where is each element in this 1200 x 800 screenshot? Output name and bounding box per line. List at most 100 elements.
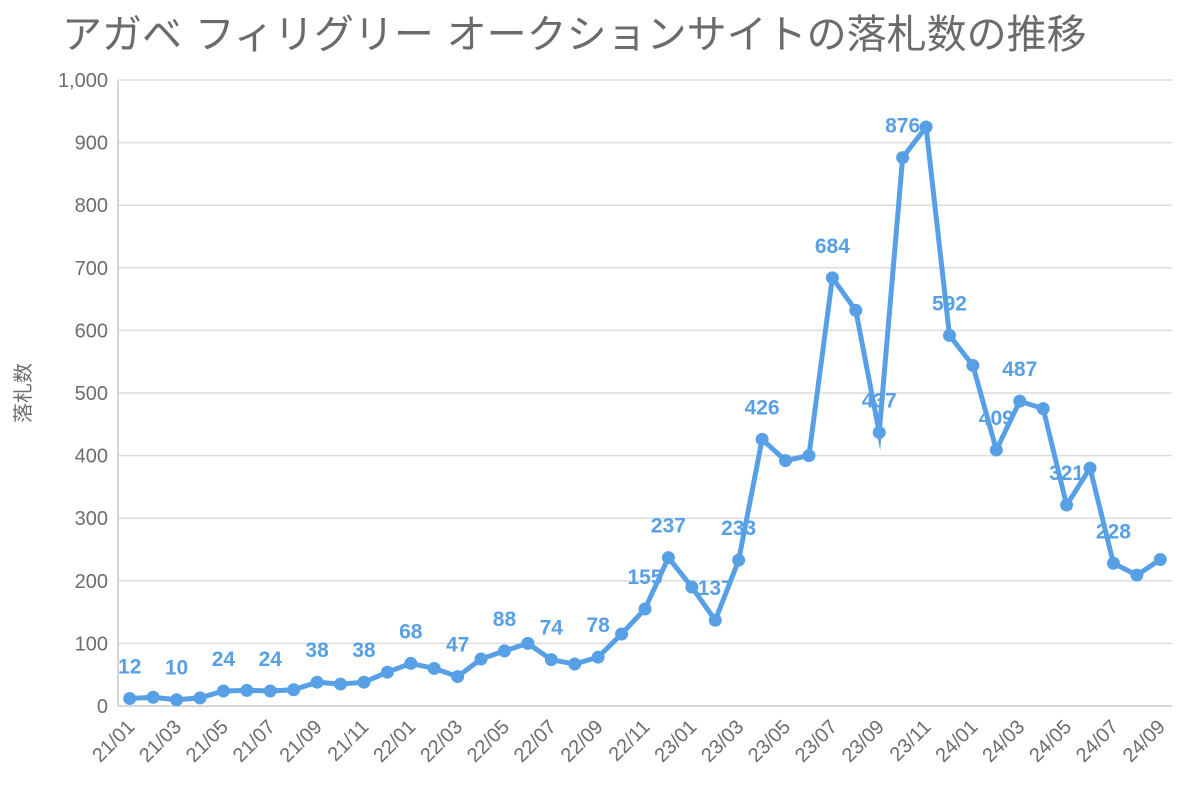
y-tick-label: 900 xyxy=(75,133,108,155)
data-point xyxy=(942,328,956,342)
x-tick-label: 21/03 xyxy=(135,716,186,767)
data-point xyxy=(380,665,394,679)
data-label: 233 xyxy=(721,517,756,540)
data-point xyxy=(146,690,160,704)
data-point xyxy=(1130,568,1144,582)
x-tick-label: 23/09 xyxy=(838,716,889,767)
data-point xyxy=(1036,402,1050,416)
data-label: 47 xyxy=(446,634,469,657)
x-tick-label: 24/07 xyxy=(1072,716,1123,767)
data-label: 12 xyxy=(118,655,141,678)
data-point xyxy=(474,652,488,666)
data-point xyxy=(310,675,324,689)
y-tick-label: 100 xyxy=(75,633,108,655)
data-point xyxy=(451,670,465,684)
x-tick-label: 21/01 xyxy=(88,716,139,767)
x-tick-label: 22/03 xyxy=(416,716,467,767)
y-tick-label: 800 xyxy=(75,195,108,217)
data-point xyxy=(638,602,652,616)
data-point xyxy=(849,303,863,317)
data-point xyxy=(966,358,980,372)
data-point xyxy=(661,551,675,565)
data-point xyxy=(825,271,839,285)
data-label: 237 xyxy=(651,515,686,538)
y-tick-label: 400 xyxy=(75,446,108,468)
data-point xyxy=(732,553,746,567)
y-tick-label: 600 xyxy=(75,320,108,342)
data-point xyxy=(544,653,558,667)
data-point xyxy=(357,675,371,689)
data-point xyxy=(193,691,207,705)
data-label: 78 xyxy=(586,614,610,637)
data-label: 876 xyxy=(885,115,920,138)
x-tick-label: 23/05 xyxy=(744,716,795,767)
data-point xyxy=(708,613,722,627)
x-tick-label: 21/07 xyxy=(229,716,280,767)
y-axis-title: 落札数 xyxy=(11,363,35,423)
data-point xyxy=(568,657,582,671)
data-label: 321 xyxy=(1049,462,1084,485)
data-labels-layer: 12 10 24 24 38 38 68 47 88 74 78 155 237 137 233 426 684… xyxy=(118,115,1131,680)
x-tick-label: 21/11 xyxy=(324,716,374,766)
data-point xyxy=(779,454,793,468)
data-point xyxy=(872,425,886,439)
data-label: 38 xyxy=(305,639,329,662)
data-point xyxy=(802,449,816,463)
data-label: 684 xyxy=(815,235,850,258)
data-point xyxy=(521,636,535,650)
data-point xyxy=(615,627,629,641)
data-point xyxy=(123,691,137,705)
y-tick-label: 200 xyxy=(75,571,108,593)
x-tick-label: 22/09 xyxy=(557,716,608,767)
data-label: 24 xyxy=(259,648,283,671)
data-point xyxy=(919,120,933,134)
data-point xyxy=(896,151,910,165)
data-point xyxy=(334,677,348,691)
data-label: 409 xyxy=(979,407,1014,430)
x-tick-label: 23/03 xyxy=(697,716,748,767)
data-label: 592 xyxy=(932,292,967,315)
x-tick-label: 22/07 xyxy=(510,716,561,767)
y-tick-label: 1,000 xyxy=(58,70,108,92)
x-tick-label: 22/11 xyxy=(605,716,655,766)
x-tick-label: 22/01 xyxy=(369,716,420,767)
data-label: 155 xyxy=(627,566,662,589)
y-tick-label: 300 xyxy=(75,508,108,530)
x-tick-label: 24/03 xyxy=(978,716,1029,767)
x-tick-label: 24/09 xyxy=(1119,716,1170,767)
data-point xyxy=(1106,556,1120,570)
data-label: 437 xyxy=(862,389,897,412)
data-point xyxy=(591,650,605,664)
data-label: 137 xyxy=(698,577,733,600)
data-label: 426 xyxy=(745,396,780,419)
data-label: 24 xyxy=(212,648,236,671)
data-label: 68 xyxy=(399,620,423,643)
chart-title: アガベ フィリグリー オークションサイトの落札数の推移 xyxy=(62,12,1087,58)
data-point xyxy=(263,684,277,698)
data-point xyxy=(1060,498,1074,512)
data-label: 38 xyxy=(352,639,376,662)
points-layer xyxy=(123,120,1167,707)
data-label: 10 xyxy=(165,657,188,680)
x-tick-label: 21/05 xyxy=(182,716,233,767)
y-tick-label: 0 xyxy=(97,696,108,718)
data-point xyxy=(216,684,230,698)
data-point xyxy=(685,580,699,594)
data-point xyxy=(170,693,184,707)
data-point xyxy=(989,443,1003,457)
data-point xyxy=(1013,394,1027,408)
x-tick-label: 21/09 xyxy=(276,716,327,767)
data-point xyxy=(1083,461,1097,475)
data-label: 228 xyxy=(1096,520,1131,543)
data-point xyxy=(287,683,301,697)
x-tick-label: 23/11 xyxy=(886,716,936,766)
x-tick-label: 24/05 xyxy=(1025,716,1076,767)
y-tick-label: 500 xyxy=(75,383,108,405)
data-label: 74 xyxy=(540,617,564,640)
data-point xyxy=(240,683,254,697)
data-point xyxy=(497,644,511,658)
data-point xyxy=(1153,553,1167,567)
data-label: 487 xyxy=(1002,358,1037,381)
data-label: 88 xyxy=(493,608,517,631)
